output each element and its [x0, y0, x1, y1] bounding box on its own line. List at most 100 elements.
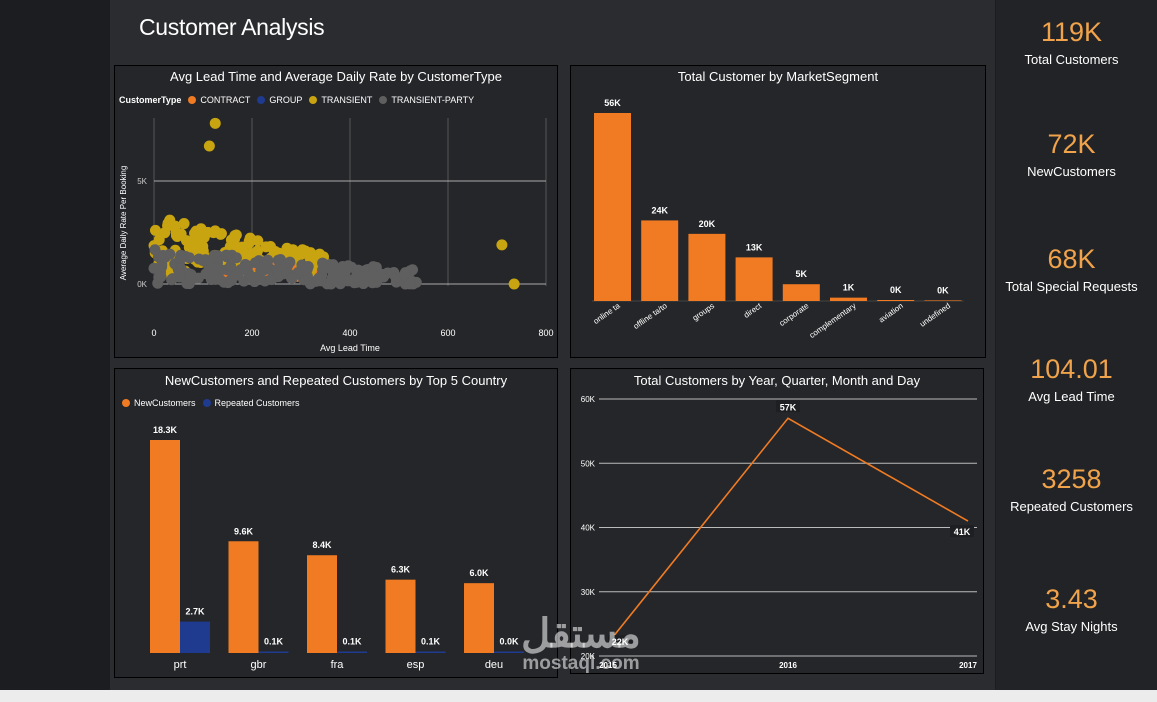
- x-tick-label: 600: [440, 328, 455, 338]
- kpi-new-customers: 72K NewCustomers: [996, 129, 1147, 179]
- data-label: 57K: [780, 402, 797, 412]
- country-bar: [258, 651, 289, 653]
- scatter-panel[interactable]: Avg Lead Time and Average Daily Rate by …: [114, 65, 558, 358]
- page-title: Customer Analysis: [139, 14, 325, 40]
- x-tick-label: corporate: [778, 301, 811, 328]
- scatter-point: [252, 235, 264, 247]
- x-tick-label: complementary: [808, 301, 858, 340]
- y-tick-label: 5K: [137, 177, 147, 186]
- data-label: 6.0K: [469, 568, 489, 578]
- kpi-label: Total Special Requests: [1005, 279, 1138, 294]
- data-label-bg: [776, 400, 800, 413]
- y-tick-label: 0K: [137, 280, 147, 289]
- chart-title: Total Customers by Year, Quarter, Month …: [633, 373, 921, 388]
- segment-bar: [735, 257, 773, 301]
- y-tick-label: 40K: [581, 524, 596, 533]
- legend-item[interactable]: TRANSIENT: [321, 95, 373, 105]
- country-bar: [385, 579, 416, 653]
- scatter-point: [318, 263, 330, 275]
- kpi-value: 119K: [1040, 17, 1103, 47]
- scatter-point: [241, 248, 253, 260]
- data-label: 8.4K: [312, 540, 332, 550]
- scatter-point: [203, 140, 215, 152]
- x-tick-label: direct: [742, 301, 764, 320]
- scatter-point: [214, 274, 226, 286]
- x-tick-label: undefined: [918, 301, 952, 329]
- kpi-label: Avg Stay Nights: [1025, 619, 1118, 634]
- x-tick-label: 2017: [959, 661, 977, 670]
- series-line: [607, 417, 969, 644]
- segment-bar: [877, 300, 915, 301]
- market-segment-chart: 56K online ta 24K offline ta/to 20K groups 13K…: [592, 98, 964, 340]
- legend-title: CustomerType: [119, 95, 182, 105]
- country-bar: [464, 583, 494, 653]
- scatter-point: [258, 264, 270, 276]
- kpi-value: 68K: [1047, 244, 1096, 274]
- legend-item[interactable]: Repeated Customers: [214, 398, 300, 408]
- scatter-point: [351, 269, 363, 281]
- data-label: 5K: [796, 269, 808, 279]
- legend-item[interactable]: NewCustomers: [134, 398, 196, 408]
- watermark-arabic: مستقل: [521, 612, 641, 656]
- scatter-point: [224, 241, 236, 253]
- y-tick-label: 50K: [581, 459, 596, 468]
- country-panel[interactable]: NewCustomers and Repeated Customers by T…: [114, 368, 558, 678]
- chart-title: Total Customer by MarketSegment: [677, 69, 879, 84]
- scatter-point: [175, 249, 187, 261]
- scatter-point: [286, 273, 298, 285]
- segment-bar: [830, 297, 867, 301]
- kpi-label: Total Customers: [1024, 52, 1119, 67]
- legend-dot-transient: [309, 96, 318, 104]
- legend-dot-contract: [188, 96, 197, 104]
- y-tick-label: 30K: [581, 588, 596, 597]
- x-tick-label: 200: [244, 328, 259, 338]
- kpi-panel: [996, 0, 1157, 690]
- x-tick-label: groups: [691, 301, 716, 322]
- scatter-point: [496, 239, 508, 251]
- legend-item[interactable]: CONTRACT: [200, 95, 251, 105]
- scatter-point: [312, 275, 324, 287]
- scatter-point: [404, 278, 416, 290]
- legend-dot-repeated: [202, 399, 211, 407]
- x-tick-label: gbr: [251, 659, 267, 671]
- y-tick-label: 60K: [581, 395, 596, 404]
- x-tick-label: 0: [151, 328, 156, 338]
- x-tick-label: offline ta/to: [632, 301, 670, 331]
- kpi-value: 104.01: [1030, 354, 1113, 384]
- kpi-value: 3258: [1041, 464, 1102, 494]
- segment-bar: [688, 233, 726, 301]
- x-tick-label: 400: [342, 328, 357, 338]
- scatter-plot: 0 200 400 600 800 0K 5K Avg Lead Time Average Da…: [119, 117, 554, 353]
- x-tick-label: esp: [407, 659, 425, 671]
- kpi-value: 3.43: [1045, 584, 1098, 614]
- data-label: 24K: [651, 205, 668, 215]
- scatter-point: [181, 278, 193, 290]
- country-chart: 18.3K 2.7K prt 9.6K 0.1K gbr 8.4K 0.1K fra 6.3K 0.…: [150, 425, 524, 671]
- scatter-point: [149, 224, 161, 236]
- segment-bar: [782, 284, 820, 301]
- scatter-point: [191, 243, 203, 255]
- scatter-point: [225, 260, 237, 272]
- scatter-point: [253, 255, 265, 267]
- scatter-point: [164, 248, 176, 260]
- data-label: 56K: [604, 98, 621, 108]
- data-label: 1K: [843, 283, 855, 293]
- legend-dot-group: [257, 96, 266, 104]
- data-label: 0.1K: [421, 637, 441, 647]
- kpi-repeated-customers: 3258 Repeated Customers: [996, 464, 1147, 514]
- y-tick-label: 20K: [581, 652, 596, 661]
- scatter-point: [251, 245, 263, 257]
- scatter-point: [169, 220, 181, 232]
- legend-dot-transient-party: [379, 96, 388, 104]
- legend-item[interactable]: GROUP: [269, 95, 303, 105]
- market-segment-panel[interactable]: Total Customer by MarketSegment 56K onlin…: [570, 65, 986, 358]
- data-label: 18.3K: [153, 425, 178, 435]
- timeline-panel[interactable]: Total Customers by Year, Quarter, Month …: [570, 368, 984, 674]
- kpi-value: 72K: [1047, 129, 1096, 159]
- kpi-total-customers: 119K Total Customers: [996, 17, 1147, 67]
- data-label-bg: [950, 525, 974, 538]
- watermark: مستقل mostaql.com: [506, 614, 656, 674]
- segment-bar: [924, 300, 962, 301]
- country-bar: [494, 651, 524, 653]
- legend-item[interactable]: TRANSIENT-PARTY: [391, 95, 475, 105]
